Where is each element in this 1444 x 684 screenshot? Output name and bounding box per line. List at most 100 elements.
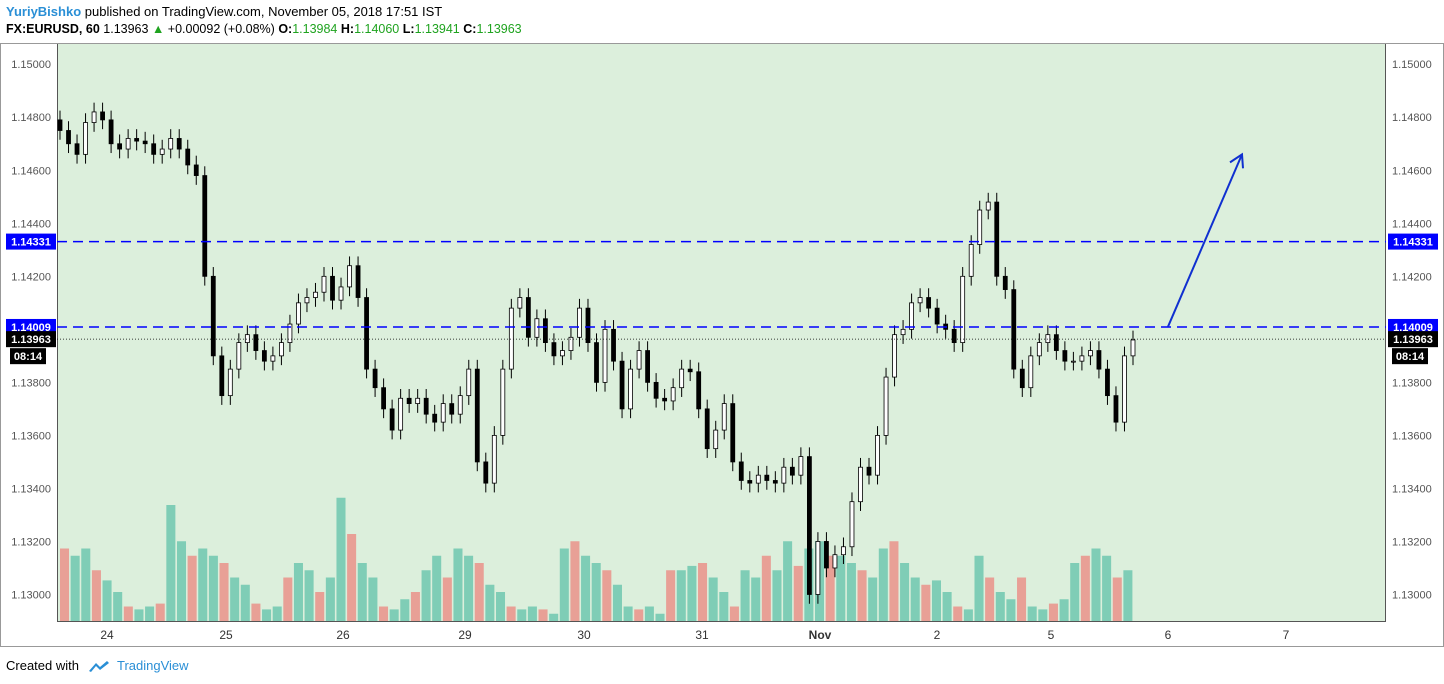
level-label-left: 1.14009 (11, 322, 51, 334)
candle-body (619, 360, 625, 410)
candle-body (534, 318, 540, 338)
candle-body (994, 201, 1000, 277)
y-tick-left: 1.14200 (11, 271, 51, 283)
countdown-label-right: 08:14 (1396, 351, 1425, 363)
publish-text: published on TradingView.com, November 0… (84, 4, 443, 19)
symbol-legend: FX:EURUSD, 60 1.13963 ▲ +0.00092 (+0.08%… (6, 22, 522, 36)
candle-body (977, 209, 983, 245)
author-link[interactable]: YuriyBishko (6, 4, 82, 19)
y-tick-right: 1.13000 (1392, 589, 1432, 601)
volume-bar (251, 603, 261, 621)
x-tick-label: 2 (934, 628, 941, 642)
volume-bar (357, 563, 367, 621)
candle-body (585, 307, 591, 344)
candle-body (1045, 334, 1051, 344)
trend-arrow-line (1167, 153, 1243, 328)
volume-bar (676, 570, 686, 621)
candle-body (568, 336, 574, 351)
y-tick-right: 1.14400 (1392, 218, 1432, 230)
candle-body (398, 397, 404, 431)
volume-bar (772, 570, 782, 621)
candle-body (594, 342, 599, 383)
volume-bar (931, 580, 941, 621)
y-tick-right: 1.13600 (1392, 430, 1432, 442)
candle-body (125, 138, 131, 150)
volume-bar (517, 609, 527, 621)
volume-bar (953, 606, 963, 621)
volume-bar (1017, 577, 1027, 621)
volume-bar (495, 592, 506, 621)
candle-body (730, 403, 736, 463)
candle-body (628, 368, 633, 410)
candle-body (219, 355, 225, 397)
volume-bar (719, 592, 729, 621)
volume-bar (474, 563, 484, 621)
candle-body (1036, 342, 1042, 357)
candle-body (806, 456, 812, 595)
y-tick-right: 1.14800 (1392, 112, 1432, 124)
open-label: O: (278, 22, 293, 36)
volume-bar (857, 570, 867, 621)
level-tag-right (1388, 233, 1438, 250)
candle-body (1105, 368, 1110, 397)
y-tick-left: 1.14400 (11, 218, 51, 230)
volume-bar (198, 548, 208, 621)
x-tick-label: 25 (219, 628, 233, 642)
volume-bar (623, 606, 633, 621)
candle-body (457, 395, 463, 415)
candle-body (798, 456, 804, 476)
candle-body (364, 297, 369, 370)
candle-body (917, 297, 923, 304)
candle-body (875, 435, 880, 476)
candle-body (611, 328, 616, 362)
candle-body (968, 244, 974, 277)
volume-bar (506, 606, 516, 621)
volume-bar (602, 570, 612, 621)
candle-body (764, 474, 770, 481)
level-label-right: 1.14331 (1393, 237, 1433, 249)
candle-body (83, 122, 88, 155)
chart-frame: 1.15000 1.15000 1.14800 1.14800 1.14600 1.146… (0, 43, 1444, 647)
y-tick-right: 1.13800 (1392, 377, 1432, 389)
candle-body (236, 342, 242, 370)
volume-bar (1112, 577, 1122, 621)
candle-body (508, 307, 514, 370)
candle-body (670, 387, 676, 402)
created-with-text: Created with (6, 658, 79, 673)
price-chart[interactable]: 1.15000 1.15000 1.14800 1.14800 1.14600 1.146… (0, 43, 1444, 647)
y-tick-left: 1.13200 (11, 536, 51, 548)
candle-body (602, 328, 608, 383)
price-change: +0.00092 (+0.08%) (167, 22, 275, 36)
candle-body (100, 111, 105, 121)
candle-body (193, 164, 199, 176)
candle-body (415, 397, 421, 404)
candle-body (679, 368, 685, 389)
x-tick-label: 7 (1283, 628, 1290, 642)
candle-body (1113, 395, 1119, 423)
volume-bar (1027, 606, 1037, 621)
y-tick-left: 1.14800 (11, 112, 51, 124)
tradingview-link[interactable]: TradingView (116, 658, 189, 673)
candle-body (57, 119, 63, 131)
candle-body (202, 175, 208, 277)
candle-body (227, 368, 233, 397)
level-tag-right (1388, 318, 1438, 335)
y-tick-left: 1.13800 (11, 377, 51, 389)
candle-body (406, 397, 412, 404)
volume-bar (985, 577, 995, 621)
volume-bar (432, 555, 442, 621)
candle-body (491, 435, 497, 484)
volume-bar (1070, 563, 1080, 621)
volume-bar (559, 548, 569, 621)
volume-bar (549, 613, 559, 621)
candle-body (432, 413, 438, 423)
volume-bar (347, 534, 357, 621)
last-price-label-right: 1.13963 (1393, 334, 1433, 346)
candle-body (474, 368, 480, 463)
candle-body (525, 297, 531, 338)
volume-bar (846, 563, 856, 621)
close-label: C: (463, 22, 477, 36)
candle-body (747, 480, 753, 484)
y-tick-left: 1.15000 (11, 59, 51, 71)
candle-body (185, 148, 191, 166)
